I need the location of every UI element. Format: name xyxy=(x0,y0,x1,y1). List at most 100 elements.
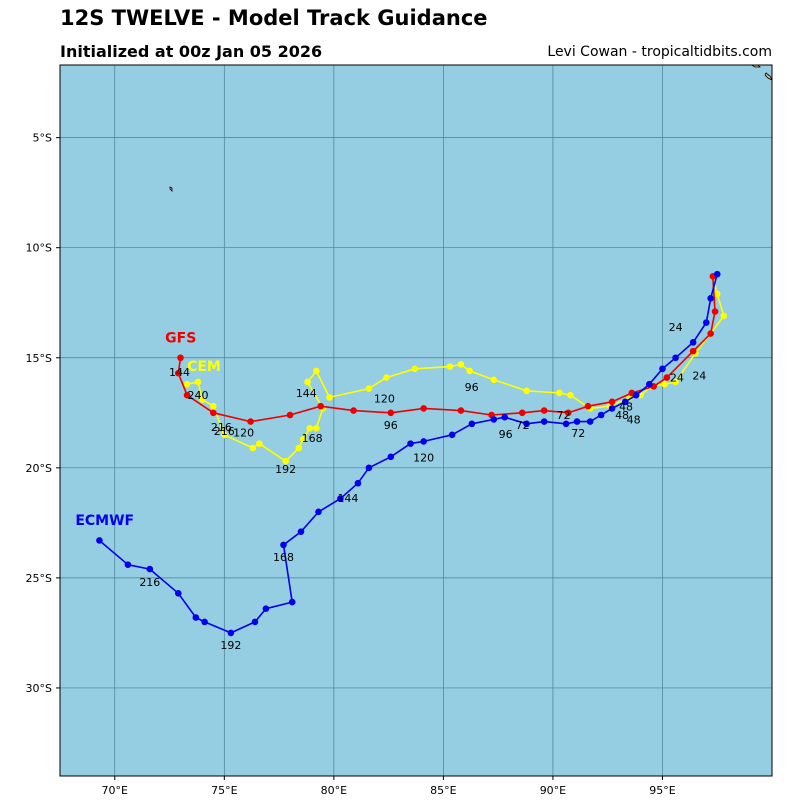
cmc-track-point xyxy=(326,394,333,401)
cmc-track-point xyxy=(221,431,228,439)
cmc-track-point xyxy=(466,367,473,375)
cmc-track-point xyxy=(411,365,419,373)
cmc-hour-label: 192 xyxy=(275,463,296,476)
cmc-track-point xyxy=(306,424,314,432)
ecmwf-track-point xyxy=(468,420,476,428)
cmc-track-point xyxy=(523,387,530,395)
gfs-track-point xyxy=(350,407,357,414)
ecmwf-track-point xyxy=(672,354,679,362)
ecmwf-track-point xyxy=(707,295,714,302)
credit-text: Levi Cowan - tropicaltidbits.com xyxy=(547,44,772,60)
gfs-track-point xyxy=(286,411,294,419)
cmc-track-point xyxy=(249,444,257,452)
gfs-hour-label: 24 xyxy=(670,372,684,385)
gfs-track-point xyxy=(210,409,217,417)
y-tick-label: 25°S xyxy=(26,572,52,585)
x-tick-label: 75°E xyxy=(211,784,237,797)
gfs-track-point xyxy=(457,407,465,414)
ecmwf-track-point xyxy=(354,479,362,487)
ocean-background xyxy=(60,65,772,776)
island-shape xyxy=(764,72,772,81)
ecmwf-track-point xyxy=(448,431,456,439)
y-tick-label: 10°S xyxy=(26,242,52,255)
ecmwf-track-point xyxy=(632,391,640,399)
ecmwf-hour-label: 144 xyxy=(337,492,358,505)
cmc-hour-label: 48 xyxy=(627,413,641,426)
cmc-track-point xyxy=(661,380,668,388)
cmc-hour-label: 240 xyxy=(188,389,209,402)
cmc-track-point xyxy=(256,440,263,447)
model-tracks xyxy=(96,270,728,637)
ecmwf-track-point xyxy=(540,418,548,425)
cmc-hour-label: 24 xyxy=(692,369,706,382)
ecmwf-track-point xyxy=(586,418,594,425)
x-tick-label: 95°E xyxy=(649,784,675,797)
cmc-track-point xyxy=(313,424,320,432)
gfs-hour-label: 96 xyxy=(499,428,513,441)
gfs-track-point xyxy=(663,374,671,381)
ecmwf-track-point xyxy=(262,605,270,613)
cmc-hour-label: 216 xyxy=(214,425,235,438)
y-tick-label: 20°S xyxy=(26,462,52,475)
x-tick-label: 85°E xyxy=(430,784,456,797)
cmc-track-point xyxy=(199,396,206,403)
ecmwf-hour-label: 72 xyxy=(516,419,530,432)
ecmwf-track-point xyxy=(646,380,653,388)
axis-ticks: 70°E 75°E 80°E 85°E 90°E 95°E 5°S 10°S 15°S 20°S 2… xyxy=(26,132,676,797)
ecmwf-track-point xyxy=(713,270,721,278)
ecmwf-track-point xyxy=(337,495,344,502)
cmc-track-point xyxy=(490,376,498,384)
gfs-track-point xyxy=(689,347,697,355)
ecmwf-track-point xyxy=(365,464,373,472)
ecmwf-track-point xyxy=(659,365,666,373)
cmc-track-point xyxy=(183,380,191,388)
ecmwf-track-point xyxy=(192,614,200,621)
cmc-hour-label: 96 xyxy=(465,381,479,394)
gfs-hour-label: 144 xyxy=(169,366,190,379)
ecmwf-track-point xyxy=(621,398,629,406)
ecmwf-track-point xyxy=(608,405,616,412)
gfs-track-point xyxy=(247,418,254,425)
gfs-track-point xyxy=(420,405,427,412)
ecmwf-track-point xyxy=(501,413,509,421)
ecmwf-track-point xyxy=(280,541,287,549)
island-shape xyxy=(169,186,173,192)
x-tick-label: 90°E xyxy=(540,784,566,797)
ecmwf-track-point xyxy=(562,420,570,428)
cmc-model-label: CEM xyxy=(187,359,221,375)
cmc-track-point xyxy=(556,389,563,397)
ecmwf-hour-label: 192 xyxy=(220,639,241,652)
cmc-track-point xyxy=(313,367,320,375)
gfs-track-point xyxy=(564,409,572,417)
gfs-hour-label: 120 xyxy=(233,427,254,440)
plot-frame xyxy=(59,64,773,777)
ecmwf-track-point xyxy=(227,629,235,637)
gfs-track-line xyxy=(177,276,716,423)
ecmwf-track-point xyxy=(251,618,259,626)
gfs-track-point xyxy=(711,308,719,315)
ecmwf-track-point xyxy=(523,420,530,428)
cmc-hour-label: 120 xyxy=(374,393,395,406)
ecmwf-track-point xyxy=(407,440,414,447)
cmc-track-point xyxy=(713,290,721,298)
ecmwf-track-point xyxy=(297,528,305,535)
gfs-track-point xyxy=(584,402,592,410)
ecmwf-track-point xyxy=(387,453,395,461)
cmc-hour-label: 72 xyxy=(556,409,570,422)
cmc-track-point xyxy=(210,402,217,410)
cmc-track-point xyxy=(446,363,454,370)
cmc-track-point xyxy=(282,457,289,465)
ecmwf-hour-label: 168 xyxy=(273,551,294,564)
cmc-track-point xyxy=(567,391,574,399)
ecmwf-track-point xyxy=(702,319,710,326)
cmc-track-point xyxy=(720,312,728,320)
ecmwf-track-point xyxy=(689,339,697,346)
gfs-track-point xyxy=(707,330,714,337)
ecmwf-hour-label: 24 xyxy=(669,321,683,334)
ecmwf-track-point xyxy=(146,565,154,573)
ecmwf-track-point xyxy=(201,618,208,626)
gfs-track-point xyxy=(175,369,182,377)
ecmwf-track-point xyxy=(288,598,296,606)
ecmwf-track-point xyxy=(124,561,132,568)
gfs-hour-label: 48 xyxy=(615,409,629,422)
